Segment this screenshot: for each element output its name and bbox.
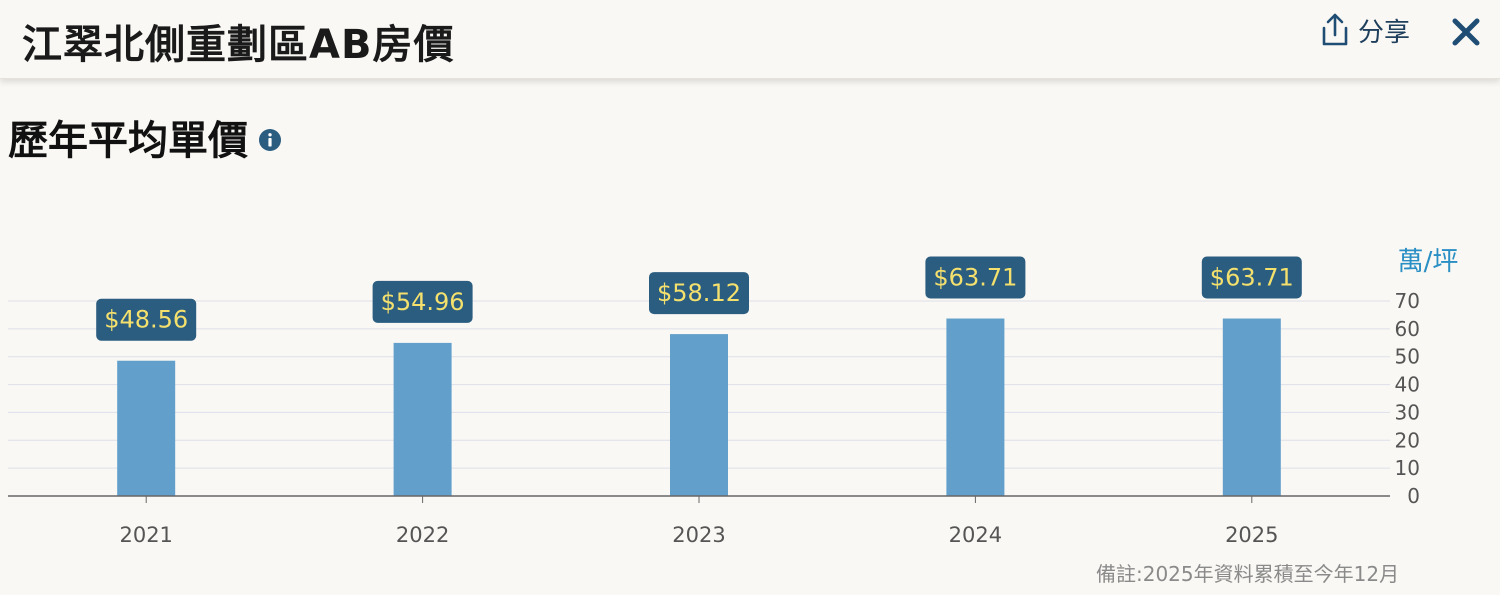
bar [1222, 318, 1281, 496]
y-tick-label: 10 [1395, 456, 1420, 480]
bar [393, 342, 452, 496]
value-label-box [649, 272, 749, 315]
info-icon[interactable] [258, 128, 282, 152]
y-tick-label: 50 [1395, 345, 1420, 369]
y-axis-unit-label: 萬/坪 [1398, 247, 1459, 277]
x-tick-label: 2022 [396, 523, 449, 547]
value-label-box [925, 256, 1026, 299]
value-label-box [1201, 256, 1302, 299]
x-tick-label: 2024 [949, 523, 1002, 547]
page-title: 江翠北側重劃區AB房價 [22, 22, 455, 68]
bar [117, 360, 176, 496]
value-label: $63.71 [933, 264, 1017, 292]
section-title-text: 歷年平均單價 [8, 118, 248, 164]
share-button[interactable]: 分享 [1318, 10, 1410, 50]
x-tick-label: 2023 [672, 523, 725, 547]
value-label: $63.71 [1210, 264, 1294, 292]
y-tick-label: 30 [1395, 400, 1420, 424]
x-tick-label: 2021 [119, 523, 172, 547]
y-tick-label: 70 [1395, 289, 1420, 313]
header-bar: 江翠北側重劃區AB房價 分享 [0, 0, 1500, 79]
x-tick-label: 2025 [1225, 523, 1278, 547]
value-label: $58.12 [657, 279, 741, 307]
bar [946, 318, 1005, 496]
bar [670, 334, 728, 496]
y-tick-label: 20 [1395, 428, 1420, 452]
value-label: $48.56 [104, 306, 188, 334]
footnote: 備註:2025年資料累積至今年12月 [1096, 562, 1400, 586]
share-icon [1322, 13, 1348, 46]
value-label-box [372, 280, 473, 323]
y-tick-label: 40 [1395, 373, 1420, 397]
section-title: 歷年平均單價 [8, 108, 282, 166]
close-icon[interactable] [1446, 12, 1486, 52]
value-label: $54.96 [381, 288, 465, 316]
bar-chart: 0 10 20 30 40 50 60 70 萬/坪 $48.56 2021 $54.96 2022 $5… [8, 247, 1459, 547]
y-tick-label: 0 [1407, 484, 1420, 508]
value-label-box [96, 298, 197, 341]
share-label: 分享 [1358, 17, 1411, 48]
y-tick-label: 60 [1395, 317, 1420, 341]
